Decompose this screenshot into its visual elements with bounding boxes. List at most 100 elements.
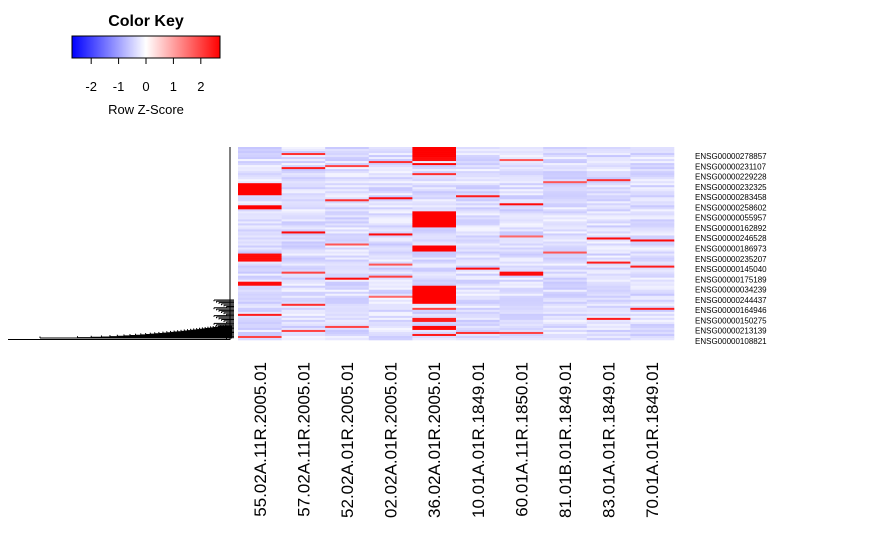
heatmap-cell [543, 283, 588, 287]
heatmap-cell [456, 229, 500, 232]
heatmap-cell [586, 223, 631, 226]
heatmap-cell [543, 279, 588, 282]
heatmap-cell [238, 261, 282, 264]
heatmap-cell [630, 161, 675, 164]
heatmap-cell [586, 161, 631, 164]
heatmap-cell [412, 267, 457, 270]
heatmap-cell [586, 157, 631, 160]
heatmap-cell [456, 337, 500, 341]
heatmap-cell [586, 303, 631, 307]
heatmap-cell [456, 149, 500, 152]
heatmap-cell [325, 171, 370, 174]
heatmap-cell [281, 337, 326, 341]
heatmap-cell [412, 307, 457, 311]
heatmap-cell [325, 287, 370, 291]
heatmap-cell [281, 293, 326, 297]
heatmap-cell [325, 227, 370, 230]
heatmap-cell [543, 169, 588, 172]
heatmap-cell [238, 199, 282, 202]
heatmap-cell [630, 177, 675, 180]
heatmap-cell [238, 259, 282, 262]
heatmap-cell [238, 215, 282, 218]
heatmap-cell [543, 187, 588, 190]
heatmap-cell [281, 283, 326, 287]
heatmap-cell [325, 157, 370, 160]
heatmap-cell [281, 213, 326, 216]
heatmap-cell [586, 275, 631, 278]
heatmap-cell [412, 239, 457, 242]
heatmap-cell [281, 323, 326, 327]
heatmap-cell [456, 305, 500, 309]
heatmap-cell [499, 163, 544, 166]
heatmap-cell [238, 253, 282, 256]
heatmap-cell [543, 149, 588, 152]
heatmap-cell [412, 211, 457, 214]
heatmap-cell [368, 187, 413, 190]
heatmap-cell [586, 169, 631, 172]
heatmap-cell [586, 243, 631, 246]
heatmap-cell [325, 183, 370, 186]
heatmap-cell [586, 261, 631, 264]
row-label: ENSG00000186973 [695, 245, 767, 254]
heatmap-cell [368, 193, 413, 196]
heatmap-cell [325, 193, 370, 196]
heatmap-cell [586, 267, 631, 270]
heatmap-cell [325, 331, 370, 335]
heatmap-cell [543, 229, 588, 232]
heatmap-cell [281, 169, 326, 172]
heatmap-cell [456, 335, 500, 339]
heatmap-cell [456, 249, 500, 252]
heatmap-cell [412, 165, 457, 168]
column-label: 55.02A.11R.2005.01 [251, 362, 270, 517]
heatmap-cell [543, 337, 588, 341]
heatmap-cell [325, 293, 370, 297]
heatmap-cell [368, 203, 413, 206]
heatmap-cell [456, 179, 500, 182]
heatmap-cell [543, 197, 588, 200]
heatmap-cell [238, 281, 282, 285]
heatmap-cell [630, 163, 675, 166]
heatmap-cell [412, 197, 457, 200]
heatmap-cell [412, 315, 457, 319]
heatmap-cell [238, 265, 282, 268]
heatmap-cell [412, 329, 457, 333]
heatmap-cell [281, 225, 326, 228]
heatmap-cell [325, 301, 370, 305]
heatmap-cell [368, 149, 413, 152]
heatmap-cell [456, 309, 500, 313]
heatmap-cell [238, 327, 282, 331]
heatmap-cell [456, 193, 500, 196]
heatmap-cell [281, 223, 326, 226]
heatmap-cell [281, 247, 326, 250]
heatmap-cell [543, 299, 588, 303]
heatmap-cell [543, 153, 588, 156]
heatmap-cell [630, 159, 675, 162]
heatmap-cell [586, 321, 631, 325]
heatmap-cell [412, 203, 457, 206]
heatmap-cell [238, 167, 282, 170]
heatmap-cell [499, 149, 544, 152]
heatmap-cell [325, 203, 370, 206]
heatmap-cell [281, 267, 326, 270]
heatmap-cell [456, 263, 500, 266]
heatmap-cell [412, 305, 457, 309]
heatmap-cell [281, 163, 326, 166]
heatmap-cell [543, 191, 588, 194]
heatmap-cell [543, 267, 588, 270]
heatmap-cell [325, 185, 370, 188]
heatmap-cell [238, 335, 282, 339]
heatmap-cell [499, 209, 544, 212]
heatmap-cell [368, 275, 413, 278]
heatmap-cell [281, 265, 326, 268]
heatmap-cell [238, 223, 282, 226]
heatmap-cell [325, 307, 370, 311]
heatmap-cells [238, 147, 675, 341]
heatmap-cell [368, 177, 413, 180]
heatmap-cell [412, 297, 457, 301]
row-label: ENSG00000175189 [695, 275, 767, 284]
heatmap-cell [238, 239, 282, 242]
heatmap-cell [586, 323, 631, 327]
heatmap-cell [368, 251, 413, 254]
heatmap-cell [456, 173, 500, 176]
